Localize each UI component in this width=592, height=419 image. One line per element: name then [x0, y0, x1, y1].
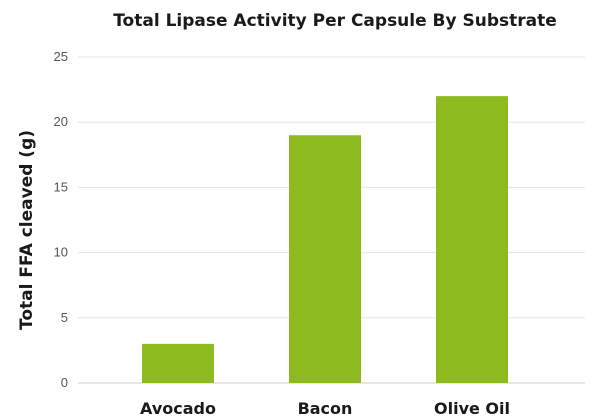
y-axis-ticks: 0 5 10 15 20 25	[54, 49, 68, 390]
y-tick-label: 15	[54, 179, 68, 194]
chart-title: Total Lipase Activity Per Capsule By Sub…	[113, 11, 557, 31]
bar-avocado	[142, 343, 214, 383]
y-tick-label: 10	[54, 245, 68, 260]
y-axis-label: Total FFA cleaved (g)	[17, 130, 37, 330]
bars	[142, 96, 508, 384]
bar-olive-oil	[436, 96, 508, 384]
x-axis-ticks: Avocado Bacon Olive Oil	[140, 399, 510, 418]
bar-bacon	[289, 135, 361, 383]
y-tick-label: 5	[61, 310, 68, 325]
x-tick-label: Avocado	[140, 399, 216, 418]
y-tick-label: 20	[54, 114, 68, 129]
y-tick-label: 25	[54, 49, 68, 64]
y-tick-label: 0	[61, 375, 68, 390]
x-tick-label: Bacon	[298, 399, 353, 418]
x-tick-label: Olive Oil	[434, 399, 510, 418]
